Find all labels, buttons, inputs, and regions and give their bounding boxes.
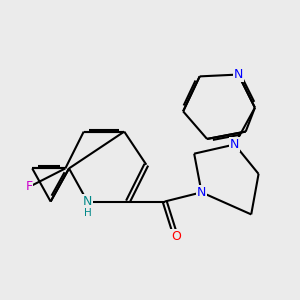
Text: H: H [84, 208, 91, 218]
Text: N: N [234, 68, 243, 81]
Text: N: N [83, 195, 92, 208]
Text: F: F [26, 180, 33, 193]
Text: N: N [230, 138, 239, 151]
Text: O: O [171, 230, 181, 243]
Text: N: N [197, 186, 206, 199]
